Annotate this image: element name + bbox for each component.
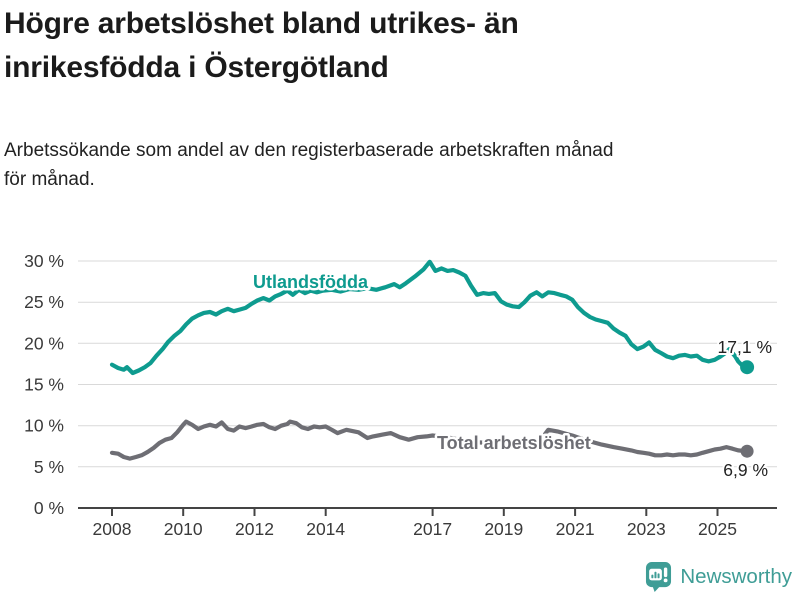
x-axis-label: 2008 xyxy=(93,519,132,539)
x-axis-label: 2012 xyxy=(235,519,274,539)
page-subtitle: Arbetssökande som andel av den registerb… xyxy=(4,140,614,191)
x-axis-label: 2010 xyxy=(164,519,203,539)
y-axis-label: 5 % xyxy=(34,457,64,477)
x-axis-ticks xyxy=(111,508,719,516)
y-axis-label: 25 % xyxy=(24,292,64,312)
series-label-total-arbetsloshet: Total arbetslöshet xyxy=(437,433,591,453)
newsworthy-logo[interactable]: Newsworthy xyxy=(645,561,792,593)
x-axis-label: 2014 xyxy=(306,519,345,539)
newsworthy-bubble-chart-icon xyxy=(646,562,672,592)
end-value-total-arbetsloshet: 6,9 % xyxy=(723,460,768,480)
y-axis-label: 0 % xyxy=(34,498,64,518)
y-axis-label: 30 % xyxy=(24,251,64,271)
newsworthy-logo-text: Newsworthy xyxy=(680,565,792,588)
x-axis-label: 2019 xyxy=(484,519,523,539)
end-value-utlandsfodda: 17,1 % xyxy=(718,337,772,357)
y-axis-label: 10 % xyxy=(24,416,64,436)
x-axis-label: 2017 xyxy=(413,519,452,539)
y-axis-labels: 0 % 5 % 10 % 15 % 20 % 25 % 30 % xyxy=(24,251,64,518)
unemployment-line-chart: 0 %5 %10 %15 %20 %25 %30 % 2008 2010 2012 2… xyxy=(24,251,777,539)
y-axis-label: 20 % xyxy=(24,333,64,353)
line-utlandsfodda xyxy=(109,259,750,376)
x-axis-label: 2025 xyxy=(698,519,737,539)
x-axis-label: 2023 xyxy=(627,519,666,539)
x-axis-label: 2021 xyxy=(556,519,595,539)
series-label-utlandsfodda: Utlandsfödda xyxy=(253,272,369,292)
endpoint-utlandsfodda xyxy=(740,360,755,375)
page-title: Högre arbetslöshet bland utrikes- än inr… xyxy=(4,7,519,84)
x-axis-labels: 2008 2010 2012 2014 2017 2019 2021 2023 2025 xyxy=(93,519,737,539)
y-axis-label: 15 % xyxy=(24,375,64,395)
line-total-arbetsloshet xyxy=(109,419,750,461)
endpoint-total-arbetsloshet xyxy=(740,444,754,458)
